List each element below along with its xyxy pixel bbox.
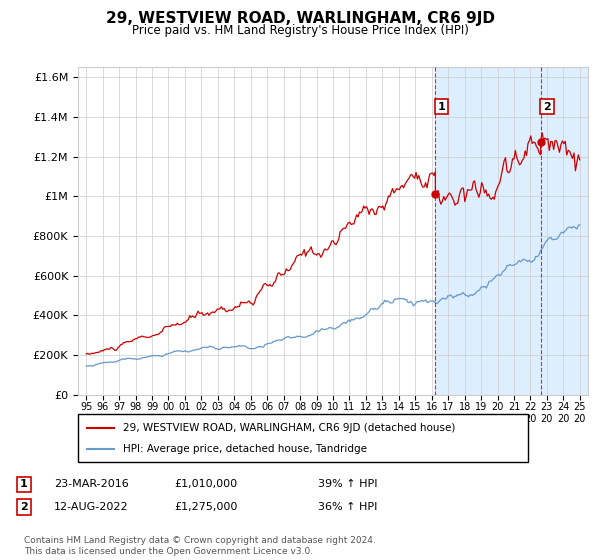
Text: 36% ↑ HPI: 36% ↑ HPI <box>318 502 377 512</box>
Text: £1,010,000: £1,010,000 <box>174 479 237 489</box>
Text: 23-MAR-2016: 23-MAR-2016 <box>54 479 129 489</box>
Text: 29, WESTVIEW ROAD, WARLINGHAM, CR6 9JD: 29, WESTVIEW ROAD, WARLINGHAM, CR6 9JD <box>106 11 494 26</box>
Text: 1: 1 <box>20 479 28 489</box>
Text: 12-AUG-2022: 12-AUG-2022 <box>54 502 128 512</box>
Text: 2: 2 <box>20 502 28 512</box>
Text: Contains HM Land Registry data © Crown copyright and database right 2024.
This d: Contains HM Land Registry data © Crown c… <box>24 536 376 556</box>
Text: 39% ↑ HPI: 39% ↑ HPI <box>318 479 377 489</box>
Bar <box>436 67 588 395</box>
Text: 1: 1 <box>438 101 446 111</box>
Text: £1,275,000: £1,275,000 <box>174 502 238 512</box>
FancyBboxPatch shape <box>78 414 528 462</box>
Text: HPI: Average price, detached house, Tandridge: HPI: Average price, detached house, Tand… <box>123 444 367 454</box>
Text: 2: 2 <box>543 101 551 111</box>
Text: 29, WESTVIEW ROAD, WARLINGHAM, CR6 9JD (detached house): 29, WESTVIEW ROAD, WARLINGHAM, CR6 9JD (… <box>123 423 455 433</box>
Text: Price paid vs. HM Land Registry's House Price Index (HPI): Price paid vs. HM Land Registry's House … <box>131 24 469 36</box>
